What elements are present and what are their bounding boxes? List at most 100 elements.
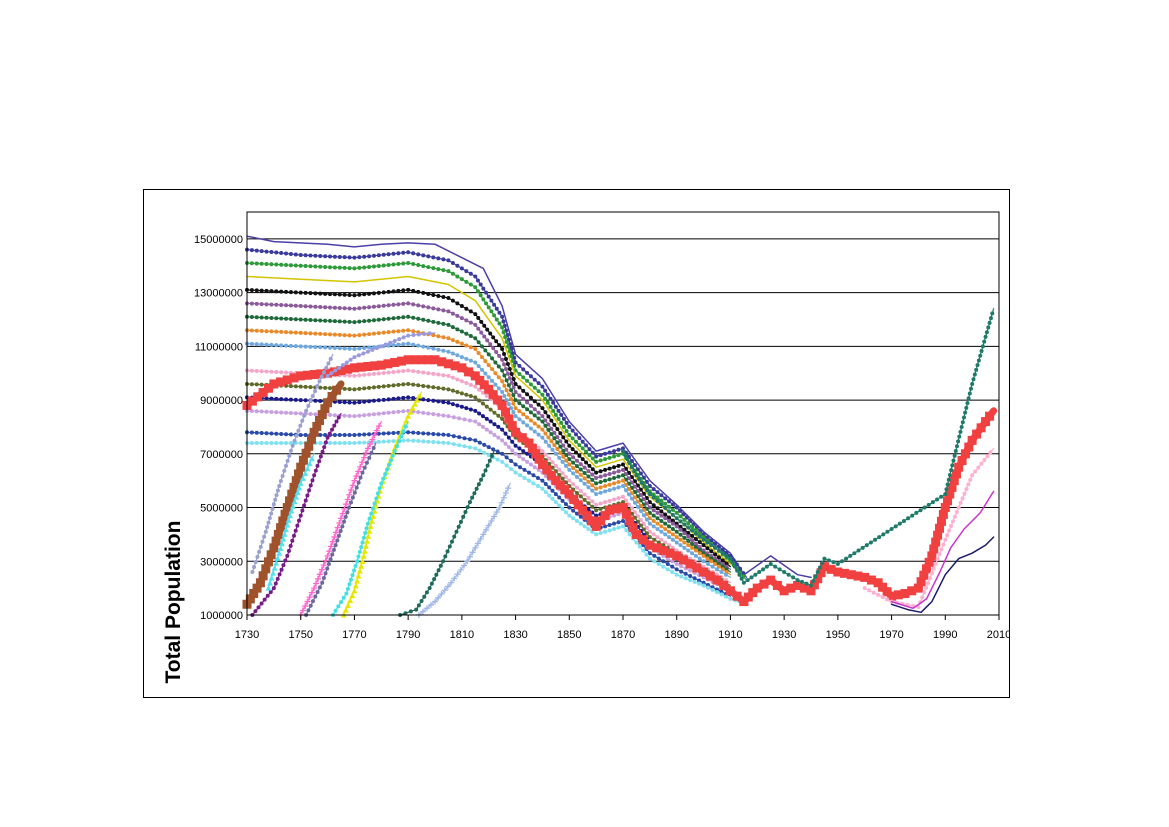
- series-20-marker: [319, 374, 324, 379]
- series-18-marker: [279, 567, 284, 572]
- series-7-marker: [659, 524, 664, 529]
- series-6-marker: [659, 518, 664, 523]
- series-1-marker: [416, 252, 421, 257]
- series-9-marker: [480, 390, 485, 395]
- series-15-marker: [457, 363, 467, 373]
- series-2-marker: [503, 335, 508, 340]
- series-24-marker: [385, 467, 390, 472]
- series-1-marker: [386, 252, 391, 257]
- series-13-marker: [347, 432, 352, 437]
- series-4-marker: [288, 290, 293, 295]
- series-15-marker: [779, 586, 789, 596]
- series-4-marker: [416, 289, 421, 294]
- series-26-marker: [488, 517, 495, 524]
- series-2-marker: [303, 263, 308, 268]
- series-15-marker: [356, 362, 366, 372]
- series-5-marker: [391, 302, 396, 307]
- series-2-marker: [411, 262, 416, 267]
- series-13-marker: [513, 462, 518, 467]
- series-16-marker: [959, 425, 964, 430]
- series-26-marker: [472, 544, 479, 551]
- series-23-marker: [361, 548, 368, 554]
- series-8-marker: [269, 342, 274, 347]
- series-20-marker: [277, 484, 282, 489]
- series-5-marker: [249, 301, 254, 306]
- x-tick-label-6: 1850: [557, 629, 581, 641]
- series-11-marker: [464, 406, 469, 411]
- series-28-marker: [922, 590, 927, 595]
- series-15-marker: [289, 373, 299, 383]
- series-4-marker: [713, 552, 718, 557]
- series-2-marker: [347, 266, 352, 271]
- series-8-marker: [674, 540, 679, 545]
- series-1-marker: [391, 251, 396, 256]
- series-5-marker: [686, 534, 691, 539]
- series-16-marker: [786, 572, 791, 577]
- series-17-marker: [287, 489, 297, 499]
- series-line-4: [246, 289, 731, 568]
- series-4-marker: [441, 294, 446, 299]
- series-8-marker: [540, 435, 545, 440]
- series-15-marker: [450, 361, 460, 371]
- series-11-marker: [279, 397, 284, 402]
- series-19-marker: [268, 575, 275, 581]
- series-15-marker: [893, 590, 903, 600]
- series-13-marker: [391, 431, 396, 436]
- series-7-marker: [259, 328, 264, 333]
- series-13-marker: [683, 571, 688, 576]
- series-16-marker: [986, 325, 991, 330]
- series-8-marker: [450, 351, 455, 356]
- series-7-marker: [367, 332, 372, 337]
- series-14-marker: [406, 438, 411, 443]
- series-18-marker: [322, 445, 327, 450]
- series-7-marker: [651, 518, 656, 523]
- series-6-marker: [416, 316, 421, 321]
- series-15-marker: [573, 500, 583, 510]
- series-16-marker: [701, 537, 706, 542]
- series-6-marker: [337, 319, 342, 324]
- series-25-marker: [403, 611, 408, 616]
- series-16-marker: [831, 560, 836, 565]
- series-10-marker: [488, 407, 493, 412]
- series-23-marker: [367, 523, 374, 529]
- series-8-marker: [635, 504, 640, 509]
- series-26-marker: [448, 579, 455, 586]
- series-15-marker: [569, 494, 579, 504]
- series-10-marker: [563, 480, 568, 485]
- series-18-marker: [305, 493, 310, 498]
- series-22-marker: [336, 533, 341, 538]
- series-28-marker: [960, 496, 965, 501]
- series-20-marker: [282, 468, 287, 473]
- series-15-marker: [403, 355, 413, 365]
- series-5-marker: [479, 330, 484, 335]
- series-22-marker: [352, 490, 357, 495]
- series-5-marker: [406, 301, 411, 306]
- series-25-marker: [427, 586, 432, 591]
- series-8-marker: [521, 420, 526, 425]
- series-15-marker: [766, 575, 776, 585]
- series-16-marker: [957, 434, 962, 439]
- series-7-marker: [381, 330, 386, 335]
- series-20-marker: [275, 488, 280, 493]
- series-5-marker: [505, 371, 510, 376]
- series-4-marker: [308, 291, 313, 296]
- series-2-marker: [697, 531, 702, 536]
- series-7-marker: [371, 331, 376, 336]
- series-1-marker: [421, 253, 426, 258]
- series-15-marker: [960, 449, 970, 459]
- series-14-marker: [578, 521, 583, 526]
- series-1-marker: [362, 254, 367, 259]
- series-6-marker: [528, 410, 533, 415]
- series-21-marker: [313, 580, 320, 587]
- series-5-marker: [659, 513, 664, 518]
- series-13-marker: [274, 431, 279, 436]
- series-20-marker: [255, 554, 260, 559]
- series-27-marker: [337, 365, 342, 370]
- series-10-marker: [473, 395, 478, 400]
- series-10-marker: [638, 523, 643, 528]
- series-4-marker: [511, 376, 516, 381]
- series-5-marker: [528, 403, 533, 408]
- series-19-marker: [304, 465, 311, 472]
- series-15-marker: [587, 516, 597, 526]
- series-17-marker: [276, 523, 286, 533]
